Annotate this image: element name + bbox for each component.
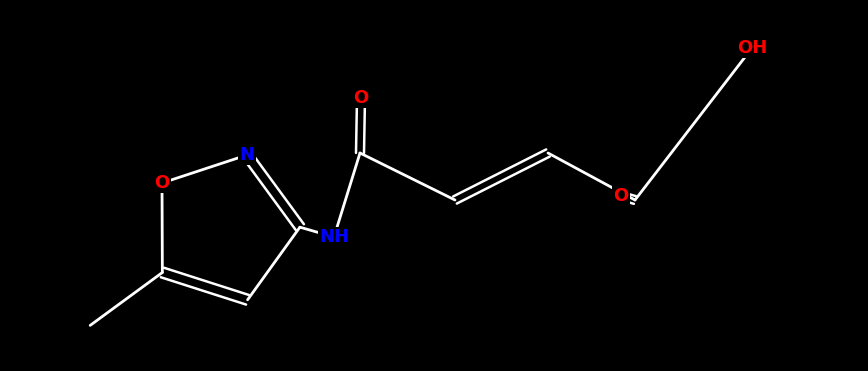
Text: NH: NH	[319, 228, 349, 246]
Text: O: O	[614, 187, 628, 205]
Text: N: N	[240, 146, 254, 164]
Text: OH: OH	[737, 39, 767, 57]
Text: O: O	[155, 174, 169, 192]
Text: O: O	[353, 89, 369, 107]
